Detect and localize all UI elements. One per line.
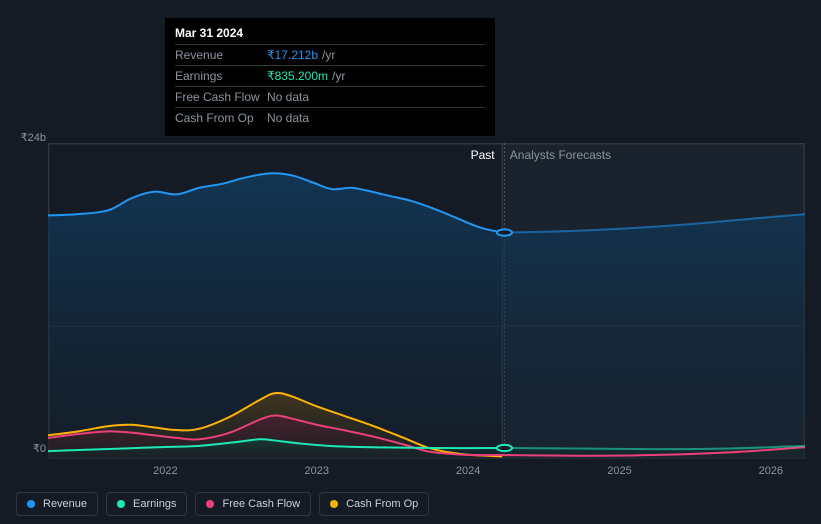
tooltip-value: No data — [267, 111, 309, 125]
x-tick: 2024 — [456, 465, 480, 477]
legend-item-free-cash-flow[interactable]: Free Cash Flow — [195, 492, 311, 516]
section-label-forecast: Analysts Forecasts — [510, 148, 611, 162]
tooltip-value: No data — [267, 90, 309, 104]
tooltip-row: Earnings₹835.200m/yr — [175, 65, 485, 86]
tooltip-unit: /yr — [332, 69, 345, 83]
x-axis-labels: 2022 2023 2024 2025 2026 — [48, 465, 805, 479]
tooltip-date: Mar 31 2024 — [175, 26, 485, 40]
chart-legend: Revenue Earnings Free Cash Flow Cash From O… — [16, 492, 429, 516]
tooltip-label: Free Cash Flow — [175, 90, 267, 104]
tooltip-label: Cash From Op — [175, 111, 267, 125]
x-tick: 2023 — [304, 465, 328, 477]
tooltip-label: Earnings — [175, 69, 267, 83]
tooltip-value: ₹17.212b — [267, 48, 318, 62]
legend-label: Free Cash Flow — [222, 498, 300, 510]
section-label-past: Past — [471, 148, 495, 162]
x-tick: 2025 — [607, 465, 631, 477]
legend-dot-icon — [206, 500, 214, 508]
legend-label: Earnings — [133, 498, 176, 510]
legend-item-earnings[interactable]: Earnings — [106, 492, 187, 516]
y-axis-zero-label: ₹0 — [33, 442, 46, 455]
tooltip-value: ₹835.200m — [267, 69, 328, 83]
chart-plot[interactable]: Past Analysts Forecasts — [48, 143, 805, 459]
legend-dot-icon — [330, 500, 338, 508]
x-tick: 2022 — [153, 465, 177, 477]
data-tooltip: Mar 31 2024 Revenue₹17.212b/yrEarnings₹8… — [165, 18, 495, 136]
legend-label: Revenue — [43, 498, 87, 510]
tooltip-unit: /yr — [322, 48, 335, 62]
legend-item-revenue[interactable]: Revenue — [16, 492, 98, 516]
tooltip-label: Revenue — [175, 48, 267, 62]
legend-label: Cash From Op — [346, 498, 418, 510]
tooltip-row: Revenue₹17.212b/yr — [175, 44, 485, 65]
legend-dot-icon — [117, 500, 125, 508]
tooltip-row: Cash From OpNo data — [175, 107, 485, 128]
tooltip-row: Free Cash FlowNo data — [175, 86, 485, 107]
legend-item-cash-from-op[interactable]: Cash From Op — [319, 492, 429, 516]
x-tick: 2026 — [759, 465, 783, 477]
legend-dot-icon — [27, 500, 35, 508]
y-axis-max-label: ₹24b — [21, 131, 46, 144]
chart-area: ₹24b ₹0 Past Analysts Forecasts 2022 2023… — [16, 125, 805, 489]
